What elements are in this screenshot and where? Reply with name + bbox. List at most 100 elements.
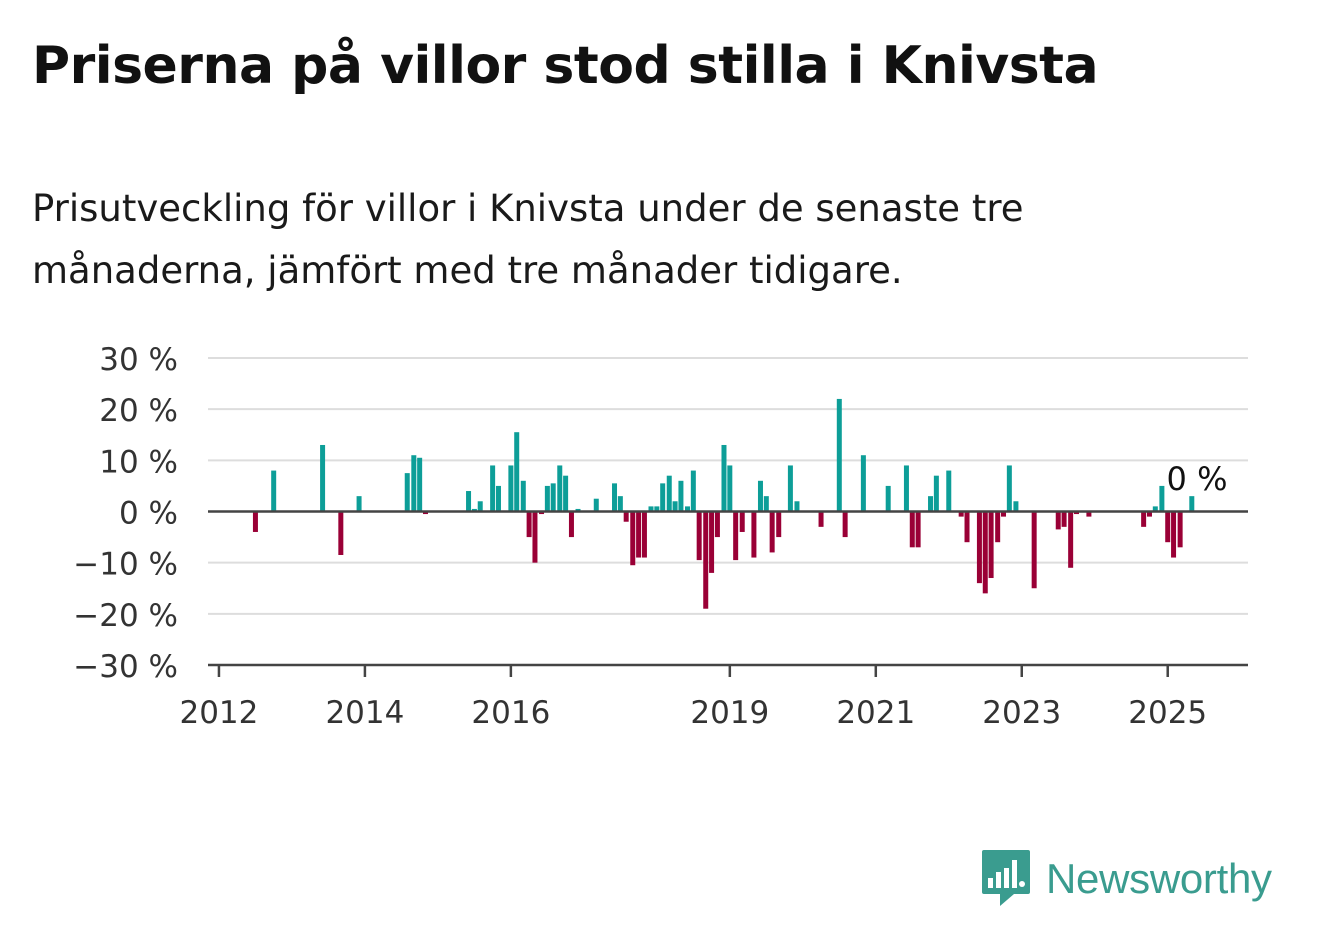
bar (982, 511, 988, 594)
bar (568, 511, 574, 538)
bar (466, 491, 472, 512)
bar (612, 483, 618, 512)
gridlines (208, 357, 1248, 615)
y-tick-label: −10 % (73, 547, 178, 583)
x-tick-label: 2012 (179, 695, 258, 731)
bar (539, 511, 545, 515)
bar (1177, 511, 1183, 548)
y-tick-label: 20 % (99, 393, 178, 429)
bar (751, 511, 757, 558)
bar (714, 511, 720, 538)
x-tick-label: 2021 (836, 695, 915, 731)
bar (1055, 511, 1061, 530)
bars (252, 398, 1195, 609)
bar (417, 457, 423, 512)
x-tick-label: 2023 (982, 695, 1061, 731)
y-tick-label: 10 % (99, 444, 178, 480)
bar (1159, 485, 1165, 512)
bar (1165, 511, 1171, 543)
bar (575, 508, 581, 512)
y-tick-label: −20 % (73, 598, 178, 634)
bar (514, 432, 520, 512)
x-tick-label: 2016 (471, 695, 550, 731)
bar (903, 465, 909, 512)
bar (477, 501, 483, 512)
bar (356, 496, 362, 512)
bar (769, 511, 775, 553)
bar (739, 511, 745, 532)
bar (958, 511, 964, 517)
bar (690, 470, 696, 512)
bar (1006, 465, 1012, 512)
bar (252, 511, 258, 532)
bar (915, 511, 921, 548)
bar (1001, 511, 1007, 517)
bar (836, 398, 842, 512)
bar (411, 455, 417, 512)
x-axis-labels: 2012 2014 2016 2019 2021 2023 2025 (179, 695, 1207, 731)
bar (422, 511, 428, 515)
x-tick-label: 2019 (690, 695, 769, 731)
bar (471, 508, 477, 512)
bar (885, 485, 891, 512)
bar (946, 470, 952, 512)
bar (709, 511, 715, 573)
y-axis-labels: 30 % 20 % 10 % 0 % −10 % −20 % −30 % (73, 342, 178, 685)
bar (1171, 511, 1177, 558)
bar (666, 475, 672, 512)
bar (703, 511, 709, 609)
bar (338, 511, 344, 555)
bar (678, 480, 684, 512)
bar (995, 511, 1001, 543)
bar (660, 483, 666, 512)
bar (1141, 511, 1147, 527)
bar (733, 511, 739, 561)
bar (495, 485, 501, 512)
x-tick-label: 2014 (325, 695, 404, 731)
bar (1152, 506, 1158, 512)
y-tick-label: 0 % (119, 496, 178, 532)
brand-name: Newsworthy (1046, 855, 1272, 902)
bar (648, 506, 654, 512)
bar (1073, 511, 1079, 515)
chart-title: Priserna på villor stod stilla i Knivsta (32, 36, 1099, 96)
last-value-annotation: 0 % (1167, 460, 1228, 498)
y-tick-label: 30 % (99, 342, 178, 378)
bar (1061, 511, 1067, 527)
bar (1146, 511, 1152, 517)
bar (721, 444, 727, 512)
bar (563, 475, 569, 512)
bar (636, 511, 642, 558)
bar (794, 501, 800, 512)
bar (818, 511, 824, 527)
bar (933, 475, 939, 512)
bar (1013, 501, 1019, 512)
axes (208, 510, 1248, 677)
bar (654, 506, 660, 512)
bar (757, 480, 763, 512)
bar (988, 511, 994, 579)
bar (976, 511, 982, 584)
bar (727, 465, 733, 512)
bar (1068, 511, 1074, 568)
bar (320, 444, 326, 512)
bar (630, 511, 636, 566)
bar (964, 511, 970, 543)
bar (641, 511, 647, 558)
bar (544, 485, 550, 512)
chart-subtitle: Prisutveckling för villor i Knivsta unde… (32, 187, 1024, 292)
bar (763, 496, 769, 512)
bar (508, 465, 514, 512)
bar (623, 511, 629, 522)
bar (532, 511, 538, 563)
bar (617, 496, 623, 512)
bar (490, 465, 496, 512)
bar (787, 465, 793, 512)
bar (696, 511, 702, 561)
bar (550, 483, 556, 512)
bar (1086, 511, 1092, 517)
bar (672, 501, 678, 512)
x-tick-label: 2025 (1128, 695, 1207, 731)
bar (526, 511, 532, 538)
